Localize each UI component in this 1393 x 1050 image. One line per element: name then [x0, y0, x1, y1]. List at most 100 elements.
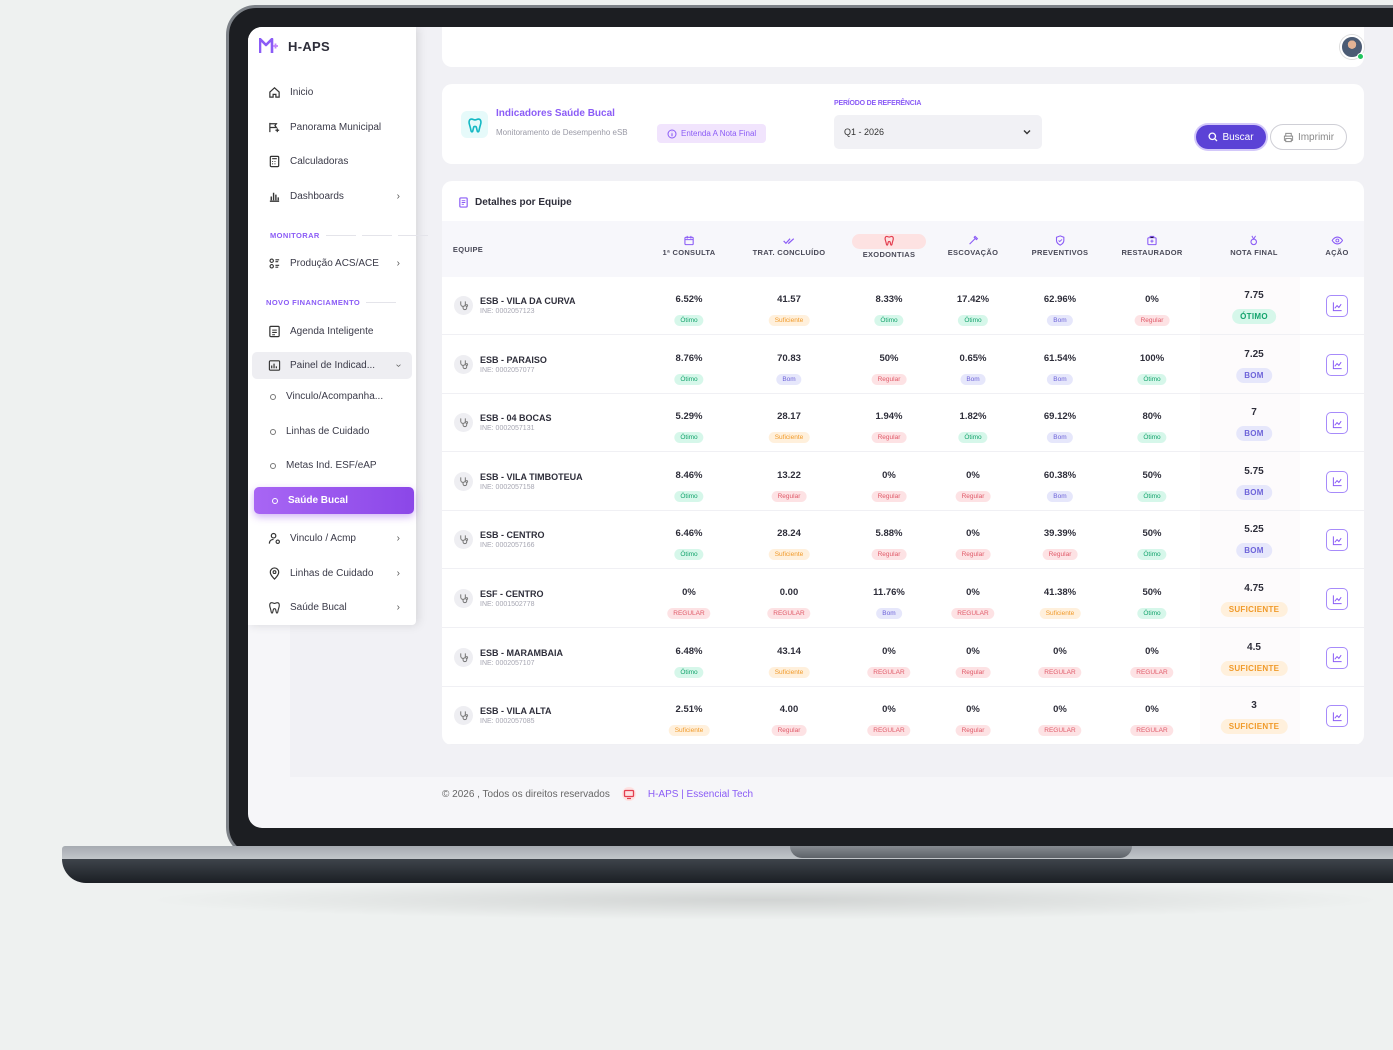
sidebar-subitem-metas[interactable]: Metas Ind. ESF/eAP [270, 460, 377, 471]
status-badge: Bom [1047, 373, 1073, 385]
team-avatar [454, 354, 473, 374]
sidebar-item-label: Produção ACS/ACE [290, 257, 379, 269]
view-chart-button[interactable] [1326, 470, 1348, 493]
metric-value: 69.12% [1043, 411, 1077, 423]
footer-brand-link[interactable]: H-APS | Essencial Tech [647, 788, 754, 800]
sidebar-item-label: Linhas de Cuidado [290, 567, 374, 579]
sidebar-item-saude-bucal[interactable]: Saúde Bucal › [268, 599, 400, 615]
metric-value: 50% [879, 352, 899, 364]
view-chart-button[interactable] [1326, 353, 1348, 376]
eye-icon [1331, 236, 1343, 245]
team-ine: INE: 0002057107 [480, 659, 535, 667]
status-badge: Regular [1042, 549, 1078, 561]
team-avatar [454, 647, 473, 667]
view-chart-button[interactable] [1326, 529, 1348, 552]
sidebar-item-painel[interactable]: Painel de Indicad... › [268, 357, 404, 373]
col-preventivos[interactable]: PREVENTIVOS [1032, 235, 1089, 257]
stethoscope-icon [460, 594, 469, 604]
metric-value: 0.65% [959, 352, 987, 364]
col-escovacao[interactable]: ESCOVAÇÃO [948, 235, 998, 257]
nota-final-cell: 4.75 SUFICIENTE [1220, 583, 1288, 617]
metric-value: 0% [966, 704, 980, 716]
print-button-label: Imprimir [1297, 131, 1335, 143]
view-chart-button[interactable] [1326, 705, 1348, 728]
metric-value: 50% [1142, 469, 1162, 481]
logo-icon [259, 38, 278, 53]
team-name: ESB - 04 BOCAS [480, 413, 552, 424]
col-label: ESCOVAÇÃO [947, 248, 999, 257]
metric-cell: 4.00 Regular [771, 704, 807, 737]
metric-cell: 6.46% Ótimo [674, 528, 704, 561]
col-label: NOTA FINAL [1230, 248, 1278, 257]
user-pin-icon [268, 532, 280, 544]
status-badge: Ótimo [674, 666, 704, 678]
metric-cell: 0% REGULAR [1130, 704, 1174, 737]
metric-value: 0% [1145, 704, 1159, 716]
metric-cell: 43.14 Suficiente [768, 646, 810, 679]
chevron-right-icon: › [396, 601, 400, 613]
team-name: ESB - MARAMBAIA [480, 647, 563, 658]
view-chart-button[interactable] [1326, 588, 1348, 610]
metric-cell: 41.38% Suficiente [1039, 587, 1081, 620]
metric-cell: 39.39% Regular [1042, 528, 1078, 561]
brand[interactable]: H-APS [259, 38, 330, 54]
nota-final-cell: 5.75 BOM [1236, 466, 1272, 500]
col-1a-consulta[interactable]: 1ª CONSULTA [663, 235, 716, 257]
nota-final-cell: 3 SUFICIENTE [1220, 700, 1288, 735]
search-button[interactable]: Buscar [1196, 125, 1266, 149]
sidebar-item-vinculo-acmp[interactable]: Vinculo / Acmp › [268, 530, 400, 546]
status-badge: Regular [955, 490, 991, 502]
sidebar-subitem-vinculo[interactable]: Vinculo/Acompanha... [270, 391, 383, 402]
view-chart-button[interactable] [1326, 295, 1348, 317]
status-badge: REGULAR [867, 725, 911, 737]
metric-cell: 2.51% Suficiente [668, 704, 710, 737]
chart-line-icon [1332, 653, 1342, 663]
sidebar-item-calculadoras[interactable]: Calculadoras [268, 153, 400, 169]
chart-line-icon [1332, 477, 1342, 487]
metric-value: 13.22 [777, 469, 801, 481]
sidebar-subitem-linhas[interactable]: Linhas de Cuidado [270, 426, 369, 437]
period-select[interactable]: Q1 - 2026 [834, 115, 1042, 149]
metric-value: 5.88% [875, 528, 903, 540]
status-badge: Suficiente [768, 549, 810, 561]
chart-line-icon [1332, 536, 1342, 546]
col-nota-final[interactable]: NOTA FINAL [1230, 235, 1278, 257]
metric-cell: 62.96% Bom [1044, 294, 1076, 327]
nota-final-value: 7.25 [1244, 348, 1264, 360]
sidebar-item-producao[interactable]: Produção ACS/ACE › [268, 255, 400, 271]
status-badge: REGULAR [867, 666, 911, 678]
col-trat-concluido[interactable]: TRAT. CONCLUÍDO [753, 235, 826, 257]
metric-cell: 8.46% Ótimo [674, 470, 704, 503]
metric-value: 62.96% [1043, 294, 1077, 305]
status-badge: Ótimo [958, 432, 988, 444]
table-row: ESB - PARAISO INE: 0002057077 8.76% Ótimo 70… [442, 336, 1364, 394]
nota-final-label: Entenda A Nota Final [681, 129, 757, 138]
sidebar-item-linhas-cuidado[interactable]: Linhas de Cuidado › [268, 565, 400, 581]
nota-final-value: 3 [1251, 700, 1257, 712]
bullet-icon [270, 393, 276, 400]
status-badge: Ótimo [674, 549, 704, 561]
sidebar-item-dashboards[interactable]: Dashboards › [268, 188, 400, 204]
sidebar-item-panorama[interactable]: Panorama Municipal [268, 119, 400, 135]
stethoscope-icon [460, 652, 469, 662]
col-exodontias[interactable]: EXODONTIAS [863, 235, 916, 259]
nota-final-badge: BOM [1236, 543, 1272, 559]
view-chart-button[interactable] [1326, 646, 1348, 669]
nota-final-value: 7.75 [1244, 290, 1264, 301]
nota-final-info-button[interactable]: Entenda A Nota Final [657, 124, 767, 143]
sidebar-item-agenda[interactable]: Agenda Inteligente [268, 323, 400, 339]
view-chart-button[interactable] [1326, 412, 1348, 435]
stethoscope-icon [460, 301, 469, 311]
status-badge: Bom [1047, 432, 1073, 444]
metric-cell: 60.38% Bom [1044, 470, 1076, 503]
metric-cell: 5.29% Ótimo [674, 411, 704, 444]
col-restaurador[interactable]: RESTAURADOR [1121, 235, 1182, 257]
status-badge: Ótimo [1137, 490, 1167, 502]
nota-final-value: 4.75 [1244, 583, 1264, 594]
sidebar-item-inicio[interactable]: Inicio [268, 84, 400, 100]
sidebar-subitem-saude-bucal-active[interactable]: Saúde Bucal [254, 487, 414, 514]
calendar-icon [684, 235, 694, 246]
status-badge: Regular [871, 549, 907, 561]
print-button[interactable]: Imprimir [1270, 124, 1347, 150]
chevron-right-icon: › [396, 190, 400, 202]
